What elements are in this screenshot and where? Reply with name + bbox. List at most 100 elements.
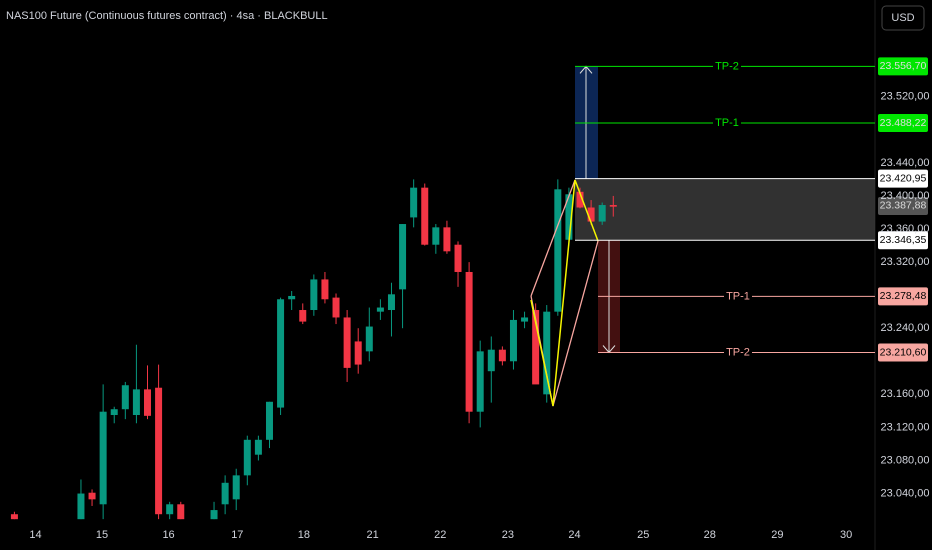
candle-body xyxy=(177,504,185,520)
y-tick-label: 23.520,00 xyxy=(881,91,930,103)
candle-body xyxy=(532,310,540,385)
x-tick-label: 16 xyxy=(162,529,174,541)
chart-title: NAS100 Future (Continuous futures contra… xyxy=(6,10,328,22)
position-boxes xyxy=(575,66,875,353)
candle-body xyxy=(310,279,318,311)
candle-body xyxy=(487,349,495,372)
candle-body xyxy=(110,409,118,416)
price-tag xyxy=(878,196,928,215)
x-tick-label: 25 xyxy=(637,529,649,541)
candle-body xyxy=(166,504,174,515)
level-name: TP-2 xyxy=(726,346,750,358)
price-tag-label: 23.488,22 xyxy=(880,117,927,129)
candle-body xyxy=(443,227,451,252)
candle-body xyxy=(521,317,529,322)
price-tag-label: 23.420,95 xyxy=(880,172,927,184)
candle-body xyxy=(465,271,473,412)
candle-body xyxy=(232,475,240,500)
candle-body xyxy=(254,439,262,455)
candle-body xyxy=(432,227,440,245)
candle-body xyxy=(99,411,107,505)
y-tick-label: 23.160,00 xyxy=(881,388,930,400)
candle-body xyxy=(410,187,418,218)
candle-body xyxy=(354,341,362,365)
candle-body xyxy=(376,307,384,312)
x-tick-label: 23 xyxy=(502,529,514,541)
candle-body xyxy=(399,224,407,290)
candle-body xyxy=(210,510,218,520)
x-tick-label: 28 xyxy=(704,529,716,541)
y-tick-label: 23.080,00 xyxy=(881,454,930,466)
candle-body xyxy=(332,297,340,318)
candle-body xyxy=(343,317,351,368)
candle-body xyxy=(288,295,296,300)
x-tick-label: 29 xyxy=(771,529,783,541)
level-name-bg xyxy=(713,115,741,130)
range-zone xyxy=(575,178,875,241)
candle-body xyxy=(576,191,584,208)
candle-body xyxy=(321,279,329,300)
y-tick-label: 23.040,00 xyxy=(881,487,930,499)
candle-body xyxy=(543,311,551,395)
candle-body xyxy=(143,389,151,416)
candle-body xyxy=(265,401,273,440)
y-tick-label: 23.440,00 xyxy=(881,157,930,169)
x-tick-label: 14 xyxy=(29,529,41,541)
y-tick-label: 23.320,00 xyxy=(881,256,930,268)
candle-body xyxy=(421,187,429,245)
level-name-bg xyxy=(713,59,741,74)
candle-body xyxy=(277,299,285,408)
price-tag-label: 23.387,88 xyxy=(880,200,927,212)
candle-body xyxy=(509,319,517,362)
candle-body xyxy=(587,207,595,222)
candle-body xyxy=(155,387,163,515)
candle-body xyxy=(387,294,395,311)
price-tag-label: 23.278,48 xyxy=(880,290,927,302)
price-tag xyxy=(878,231,928,250)
candle-body xyxy=(299,310,307,322)
level-name-bg xyxy=(724,289,752,304)
price-tag xyxy=(878,113,928,132)
axes: 23.520,0023.440,0023.400,0023.360,0023.3… xyxy=(29,91,929,541)
candle-body xyxy=(243,439,251,476)
pattern-line xyxy=(530,179,599,407)
candle-body xyxy=(132,389,140,416)
y-tick-label: 23.240,00 xyxy=(881,322,930,334)
x-tick-label: 30 xyxy=(840,529,852,541)
price-tag xyxy=(878,169,928,188)
y-tick-label: 23.400,00 xyxy=(881,190,930,202)
x-tick-label: 22 xyxy=(434,529,446,541)
x-tick-label: 15 xyxy=(96,529,108,541)
levels: TP-2 23.556,70 TP-1 23.488,22 23.420,95 23.34… xyxy=(575,57,928,362)
candle-body xyxy=(554,189,562,312)
level-name: TP-1 xyxy=(726,290,750,302)
candle-body xyxy=(221,482,229,505)
price-tag xyxy=(878,343,928,362)
candle-body xyxy=(365,326,373,352)
price-tag xyxy=(878,287,928,306)
candle-body xyxy=(454,244,462,272)
x-tick-label: 18 xyxy=(298,529,310,541)
currency-label[interactable]: USD xyxy=(891,12,914,24)
price-tag xyxy=(878,57,928,76)
level-name: TP-2 xyxy=(715,60,739,72)
level-name-bg xyxy=(724,345,752,360)
pattern xyxy=(530,179,599,407)
pattern-line xyxy=(530,179,576,297)
price-tag-label: 23.346,35 xyxy=(880,234,927,246)
price-tag-label: 23.556,70 xyxy=(880,60,927,72)
x-tick-label: 17 xyxy=(231,529,243,541)
x-tick-label: 24 xyxy=(568,529,580,541)
candle-body xyxy=(565,194,573,240)
candle-body xyxy=(476,351,484,412)
candle-body xyxy=(88,492,96,500)
level-name: TP-1 xyxy=(715,117,739,129)
candle-body xyxy=(77,493,85,520)
candle-body xyxy=(609,205,617,207)
candle-body xyxy=(121,385,129,410)
candle-body xyxy=(598,205,606,222)
currency-button[interactable] xyxy=(881,5,925,31)
y-tick-label: 23.360,00 xyxy=(881,223,930,235)
candle-body xyxy=(10,514,18,520)
